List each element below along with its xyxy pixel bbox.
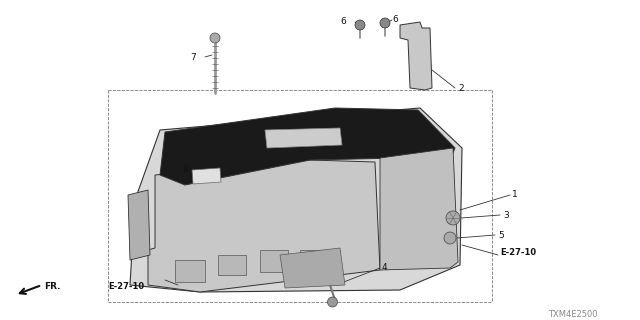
Polygon shape [160,108,455,185]
Polygon shape [280,248,345,288]
Text: 4: 4 [382,263,388,272]
Circle shape [210,33,220,43]
Polygon shape [265,128,342,148]
Polygon shape [148,160,380,292]
Circle shape [444,232,456,244]
Text: 7: 7 [190,53,196,62]
Polygon shape [300,250,325,270]
Text: 6: 6 [392,15,397,24]
Text: TXM4E2500: TXM4E2500 [548,310,598,319]
Polygon shape [128,190,150,260]
Polygon shape [400,22,432,90]
Polygon shape [218,255,246,275]
Polygon shape [380,148,458,270]
Text: E-27-10: E-27-10 [108,282,144,291]
Text: E-27-10: E-27-10 [500,248,536,257]
Text: 2: 2 [458,84,463,93]
Polygon shape [192,168,221,184]
Text: 3: 3 [503,211,509,220]
Circle shape [446,211,460,225]
Text: 5: 5 [498,231,504,240]
Text: 1: 1 [512,190,518,199]
Polygon shape [130,108,462,292]
Circle shape [328,297,337,307]
Circle shape [355,20,365,30]
Text: FR.: FR. [44,282,61,291]
Text: 6: 6 [340,17,346,26]
Circle shape [380,18,390,28]
Polygon shape [260,250,288,272]
Polygon shape [175,260,205,282]
Text: 8: 8 [182,165,188,174]
